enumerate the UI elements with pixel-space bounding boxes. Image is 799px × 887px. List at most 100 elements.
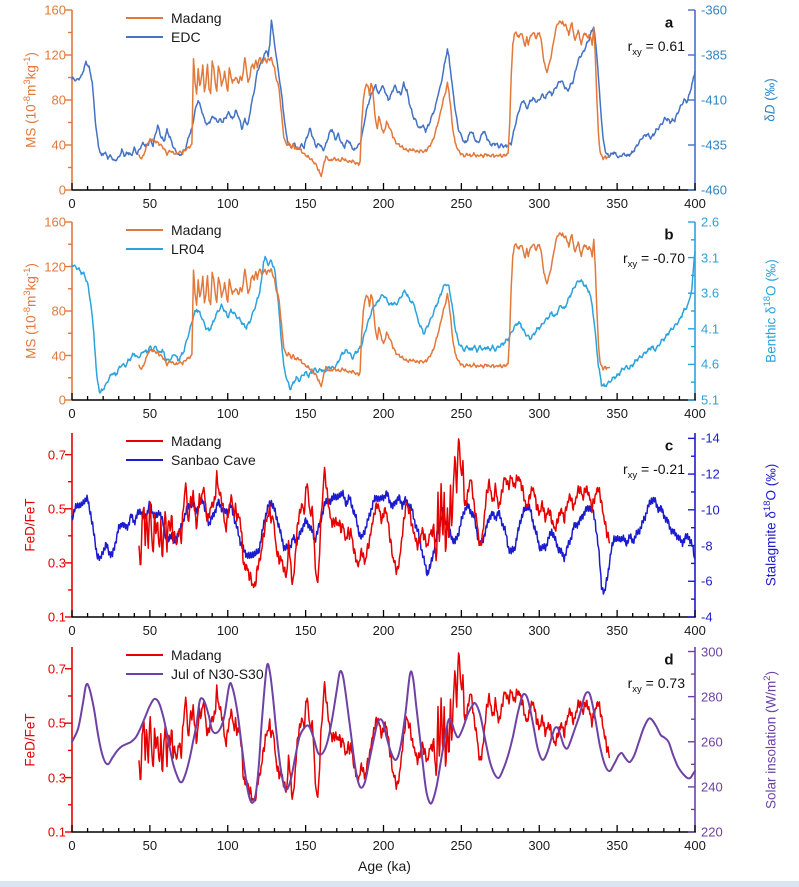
x-tick-label: 0: [68, 623, 76, 638]
x-tick-label: 400: [684, 196, 706, 211]
x-tick-label: 150: [294, 406, 317, 421]
left-tick-label: 160: [44, 214, 66, 230]
series-line-madang: [138, 232, 611, 388]
correlation-label: rxy = 0.61: [627, 38, 685, 58]
x-tick-label: 400: [684, 406, 706, 421]
x-tick-label: 200: [372, 406, 395, 421]
x-tick-label: 0: [68, 406, 76, 421]
right-tick-label: 5.1: [701, 392, 720, 408]
legend-label: Madang: [171, 647, 222, 663]
left-tick-label: 0.7: [47, 661, 66, 677]
legend-line-swatch: [126, 459, 163, 461]
legend-item: LR04: [126, 241, 204, 257]
x-tick-label: 250: [450, 406, 473, 421]
legend-item: Madang: [126, 433, 222, 449]
x-tick-label: 250: [450, 196, 473, 211]
right-tick-label: 220: [701, 824, 723, 840]
left-tick-label: 0.7: [47, 447, 66, 463]
legend-label: LR04: [171, 241, 205, 257]
correlation-label: rxy = 0.73: [627, 675, 685, 695]
legend-item: Madang: [126, 222, 222, 238]
right-tick-label: -410: [701, 92, 728, 108]
right-axis-title: δD (‰): [762, 78, 778, 122]
series-line-jul-of-n30-s30: [71, 662, 696, 805]
left-tick-label: 80: [51, 92, 66, 108]
panel-letter: c: [664, 437, 674, 455]
left-axis-title: MS (10-8m3kg-1): [21, 52, 39, 148]
right-tick-label: -10: [701, 502, 720, 518]
right-tick-label: 3.1: [701, 250, 720, 266]
right-tick-label: -460: [701, 182, 728, 198]
right-tick-label: -6: [701, 573, 713, 589]
x-tick-label: 400: [684, 838, 706, 853]
left-tick-label: 0.5: [47, 715, 66, 731]
right-tick-label: 2.6: [701, 214, 720, 230]
left-tick-label: 80: [51, 303, 66, 319]
legend-item: EDC: [126, 29, 201, 45]
panel-letter: b: [664, 226, 674, 244]
right-tick-label: -385: [701, 47, 728, 63]
right-tick-label: 280: [701, 689, 723, 705]
legend-label: Madang: [171, 222, 222, 238]
left-tick-label: 0.1: [47, 609, 66, 625]
right-tick-label: -4: [701, 609, 713, 625]
series-line-edc: [71, 19, 696, 162]
legend-line-swatch: [126, 36, 163, 38]
x-tick-label: 50: [142, 406, 158, 421]
left-axis-title: FeD/FeT: [22, 712, 38, 767]
right-tick-label: 4.1: [701, 321, 720, 337]
right-tick-label: -435: [701, 137, 728, 153]
x-tick-label: 100: [216, 623, 239, 638]
x-tick-label: 150: [294, 196, 317, 211]
x-tick-label: 50: [142, 623, 158, 638]
left-tick-label: 120: [44, 259, 66, 274]
correlation-label: rxy = -0.21: [622, 461, 685, 481]
left-axis-title: FeD/FeT: [22, 498, 38, 552]
right-tick-label: 260: [701, 734, 723, 750]
legend-line-swatch: [126, 229, 163, 231]
legend-item: Madang: [126, 10, 222, 26]
right-axis-title: Stalagmite δ18O (‰): [761, 463, 779, 587]
left-tick-label: 0.3: [47, 770, 66, 786]
right-tick-label: -14: [701, 430, 720, 446]
x-tick-label: 150: [294, 623, 317, 638]
left-tick-label: 40: [51, 137, 66, 153]
legend-item: Jul of N30-S30: [126, 666, 264, 682]
left-axis-title: MS (10-8m3kg-1): [21, 263, 39, 359]
legend-line-swatch: [126, 248, 163, 250]
x-tick-label: 400: [684, 623, 706, 638]
legend-line-swatch: [126, 673, 163, 675]
left-tick-label: 0.3: [47, 555, 66, 571]
x-tick-label: 150: [294, 838, 317, 853]
x-tick-label: 200: [372, 196, 395, 211]
x-tick-label: 350: [606, 196, 628, 211]
right-tick-label: -360: [701, 2, 728, 18]
x-tick-label: 350: [606, 838, 628, 853]
x-tick-label: 200: [372, 623, 395, 638]
right-tick-label: 4.6: [701, 356, 720, 372]
x-tick-label: 350: [606, 623, 628, 638]
legend-item: Sanbao Cave: [126, 452, 256, 468]
left-tick-label: 0: [58, 392, 66, 408]
x-tick-label: 100: [216, 406, 239, 421]
right-axis-title: Solar insolation (W/m2): [761, 670, 779, 809]
left-tick-label: 120: [44, 47, 66, 63]
left-tick-label: 40: [51, 348, 66, 363]
series-line-madang: [138, 438, 611, 589]
right-tick-label: 3.6: [701, 285, 720, 301]
legend-label: Madang: [171, 433, 222, 449]
panel-letter: a: [664, 14, 674, 32]
legend-label: EDC: [171, 29, 201, 45]
left-tick-label: 160: [44, 2, 66, 18]
x-tick-label: 100: [216, 838, 239, 853]
x-tick-label: 300: [528, 196, 551, 211]
left-tick-label: 0.1: [47, 824, 66, 840]
x-tick-label: 100: [216, 196, 239, 211]
legend-line-swatch: [126, 17, 163, 19]
right-tick-label: -8: [701, 538, 713, 554]
x-tick-label: 250: [450, 623, 473, 638]
x-axis-title: Age (ka): [358, 858, 411, 874]
legend-line-swatch: [126, 654, 163, 656]
right-tick-label: 300: [701, 644, 723, 659]
